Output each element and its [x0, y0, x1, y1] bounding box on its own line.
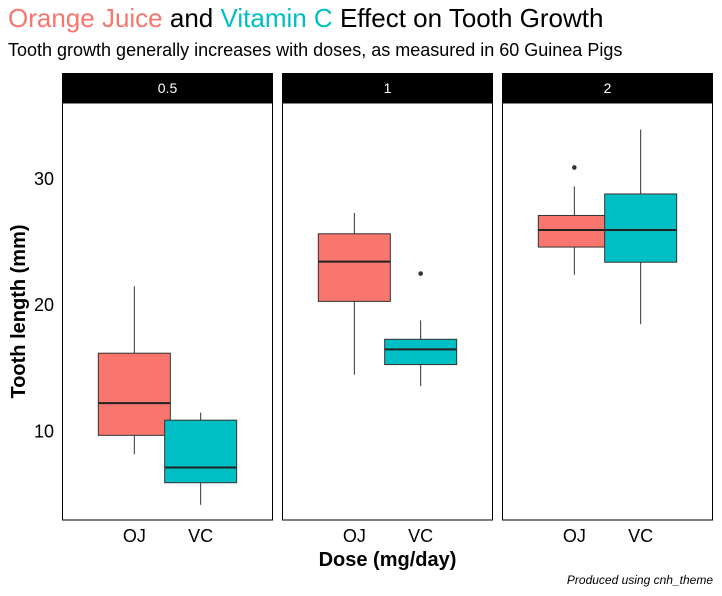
- facet-strip-0.5: [62, 73, 273, 103]
- facet-strip-1: [282, 73, 493, 103]
- x-tick-label: VC: [408, 526, 433, 546]
- box-oj: [537, 214, 611, 248]
- title-rest: Effect on Tooth Growth: [332, 3, 604, 33]
- facet-label: 1: [384, 80, 392, 96]
- caption: Produced using cnh_theme: [566, 573, 713, 587]
- box-vc: [164, 419, 238, 484]
- panel-frame: [282, 102, 493, 521]
- x-tick-label: OJ: [343, 526, 366, 546]
- chart-subtitle: Tooth growth generally increases with do…: [8, 40, 623, 60]
- title-vitamin-c: Vitamin C: [220, 3, 333, 33]
- x-axis-title: Dose (mg/day): [319, 549, 457, 571]
- x-tick-label: OJ: [123, 526, 146, 546]
- x-tick-label: VC: [628, 526, 653, 546]
- y-tick-label: 30: [34, 169, 54, 189]
- title-and: and: [162, 3, 221, 33]
- x-tick-label: VC: [188, 526, 213, 546]
- facet-label: 2: [604, 80, 612, 96]
- box-vc: [384, 338, 458, 366]
- panel-frame: [62, 102, 273, 521]
- chart-title: Orange Juice and Vitamin C Effect on Too…: [8, 3, 603, 34]
- box-oj: [317, 233, 391, 302]
- facet-label: 0.5: [158, 80, 178, 96]
- y-axis-title: Tooth length (mm): [8, 224, 30, 398]
- y-tick-label: 10: [34, 422, 54, 442]
- x-tick-label: OJ: [563, 526, 586, 546]
- panel-frame: [502, 102, 713, 521]
- box-oj: [97, 352, 171, 436]
- box-vc: [604, 193, 678, 263]
- title-orange-juice: Orange Juice: [8, 3, 163, 33]
- outlier-point: [572, 165, 577, 170]
- facet-strip-2: [502, 73, 713, 103]
- outlier-point: [418, 271, 423, 276]
- y-tick-label: 20: [34, 295, 54, 315]
